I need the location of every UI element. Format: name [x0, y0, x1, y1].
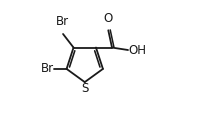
- Text: S: S: [81, 82, 89, 95]
- Text: Br: Br: [41, 62, 54, 75]
- Text: O: O: [104, 12, 113, 25]
- Text: Br: Br: [56, 15, 69, 28]
- Text: OH: OH: [129, 43, 147, 57]
